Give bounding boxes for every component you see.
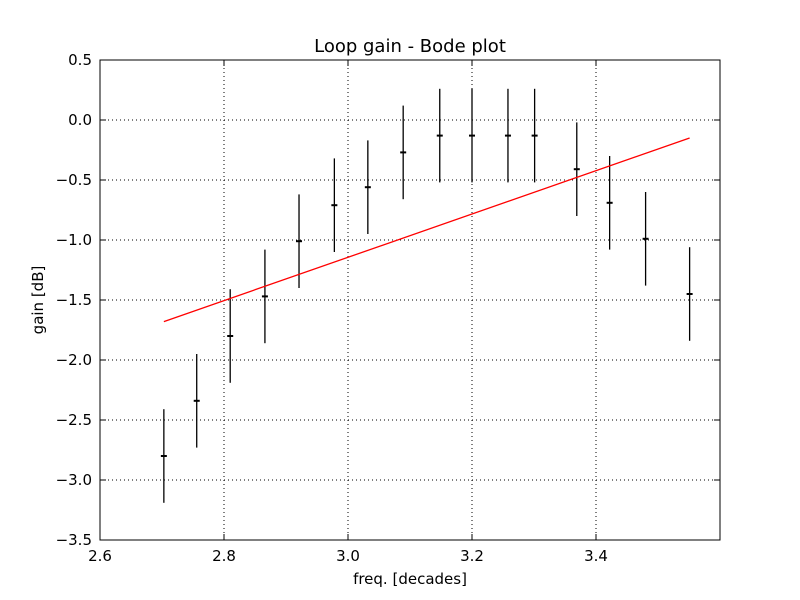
data-series	[160, 88, 693, 503]
grid-lines	[99, 59, 720, 541]
y-tick-label: −2.0	[56, 351, 92, 369]
errorbar-point	[573, 122, 580, 216]
y-axis-ticks: −3.5 −3.0 −2.5 −2.0 −1.5 −1.0 −0.5 0.0 0.5	[56, 51, 720, 549]
errorbar-point	[160, 409, 167, 503]
y-tick-label: −2.5	[56, 411, 92, 429]
y-tick-label: −3.0	[56, 471, 92, 489]
y-tick-label: 0.5	[68, 51, 92, 69]
errorbar-point	[296, 194, 303, 288]
y-tick-label: −1.5	[56, 291, 92, 309]
y-tick-label: −3.5	[56, 531, 92, 549]
x-tick-label: 3.4	[584, 547, 608, 565]
errorbar-point	[504, 88, 511, 183]
errorbar-point	[261, 249, 268, 344]
fit-line	[163, 137, 690, 323]
errorbar-point	[331, 158, 338, 252]
errorbar-point	[400, 105, 407, 200]
y-axis-label: gain [dB]	[29, 266, 47, 335]
y-tick-label: −1.0	[56, 231, 92, 249]
x-tick-label: 3.0	[336, 547, 360, 565]
x-axis-label: freq. [decades]	[353, 570, 467, 588]
errorbar-point	[642, 192, 649, 286]
errorbar-point	[436, 88, 443, 183]
chart-title: Loop gain - Bode plot	[314, 36, 506, 57]
x-axis-ticks: 2.6 2.8 3.0 3.2 3.4	[88, 60, 608, 565]
x-tick-label: 2.6	[88, 547, 112, 565]
errorbar-point	[364, 140, 371, 234]
errorbar-point	[531, 88, 538, 183]
y-tick-label: 0.0	[68, 111, 92, 129]
errorbar-point	[227, 289, 234, 383]
errorbar-point	[193, 354, 200, 448]
errorbar-point	[606, 156, 613, 250]
x-tick-label: 2.8	[212, 547, 236, 565]
errorbar-point	[686, 247, 693, 341]
y-tick-label: −0.5	[56, 171, 92, 189]
errorbar-point	[469, 88, 475, 183]
x-tick-label: 3.2	[460, 547, 484, 565]
